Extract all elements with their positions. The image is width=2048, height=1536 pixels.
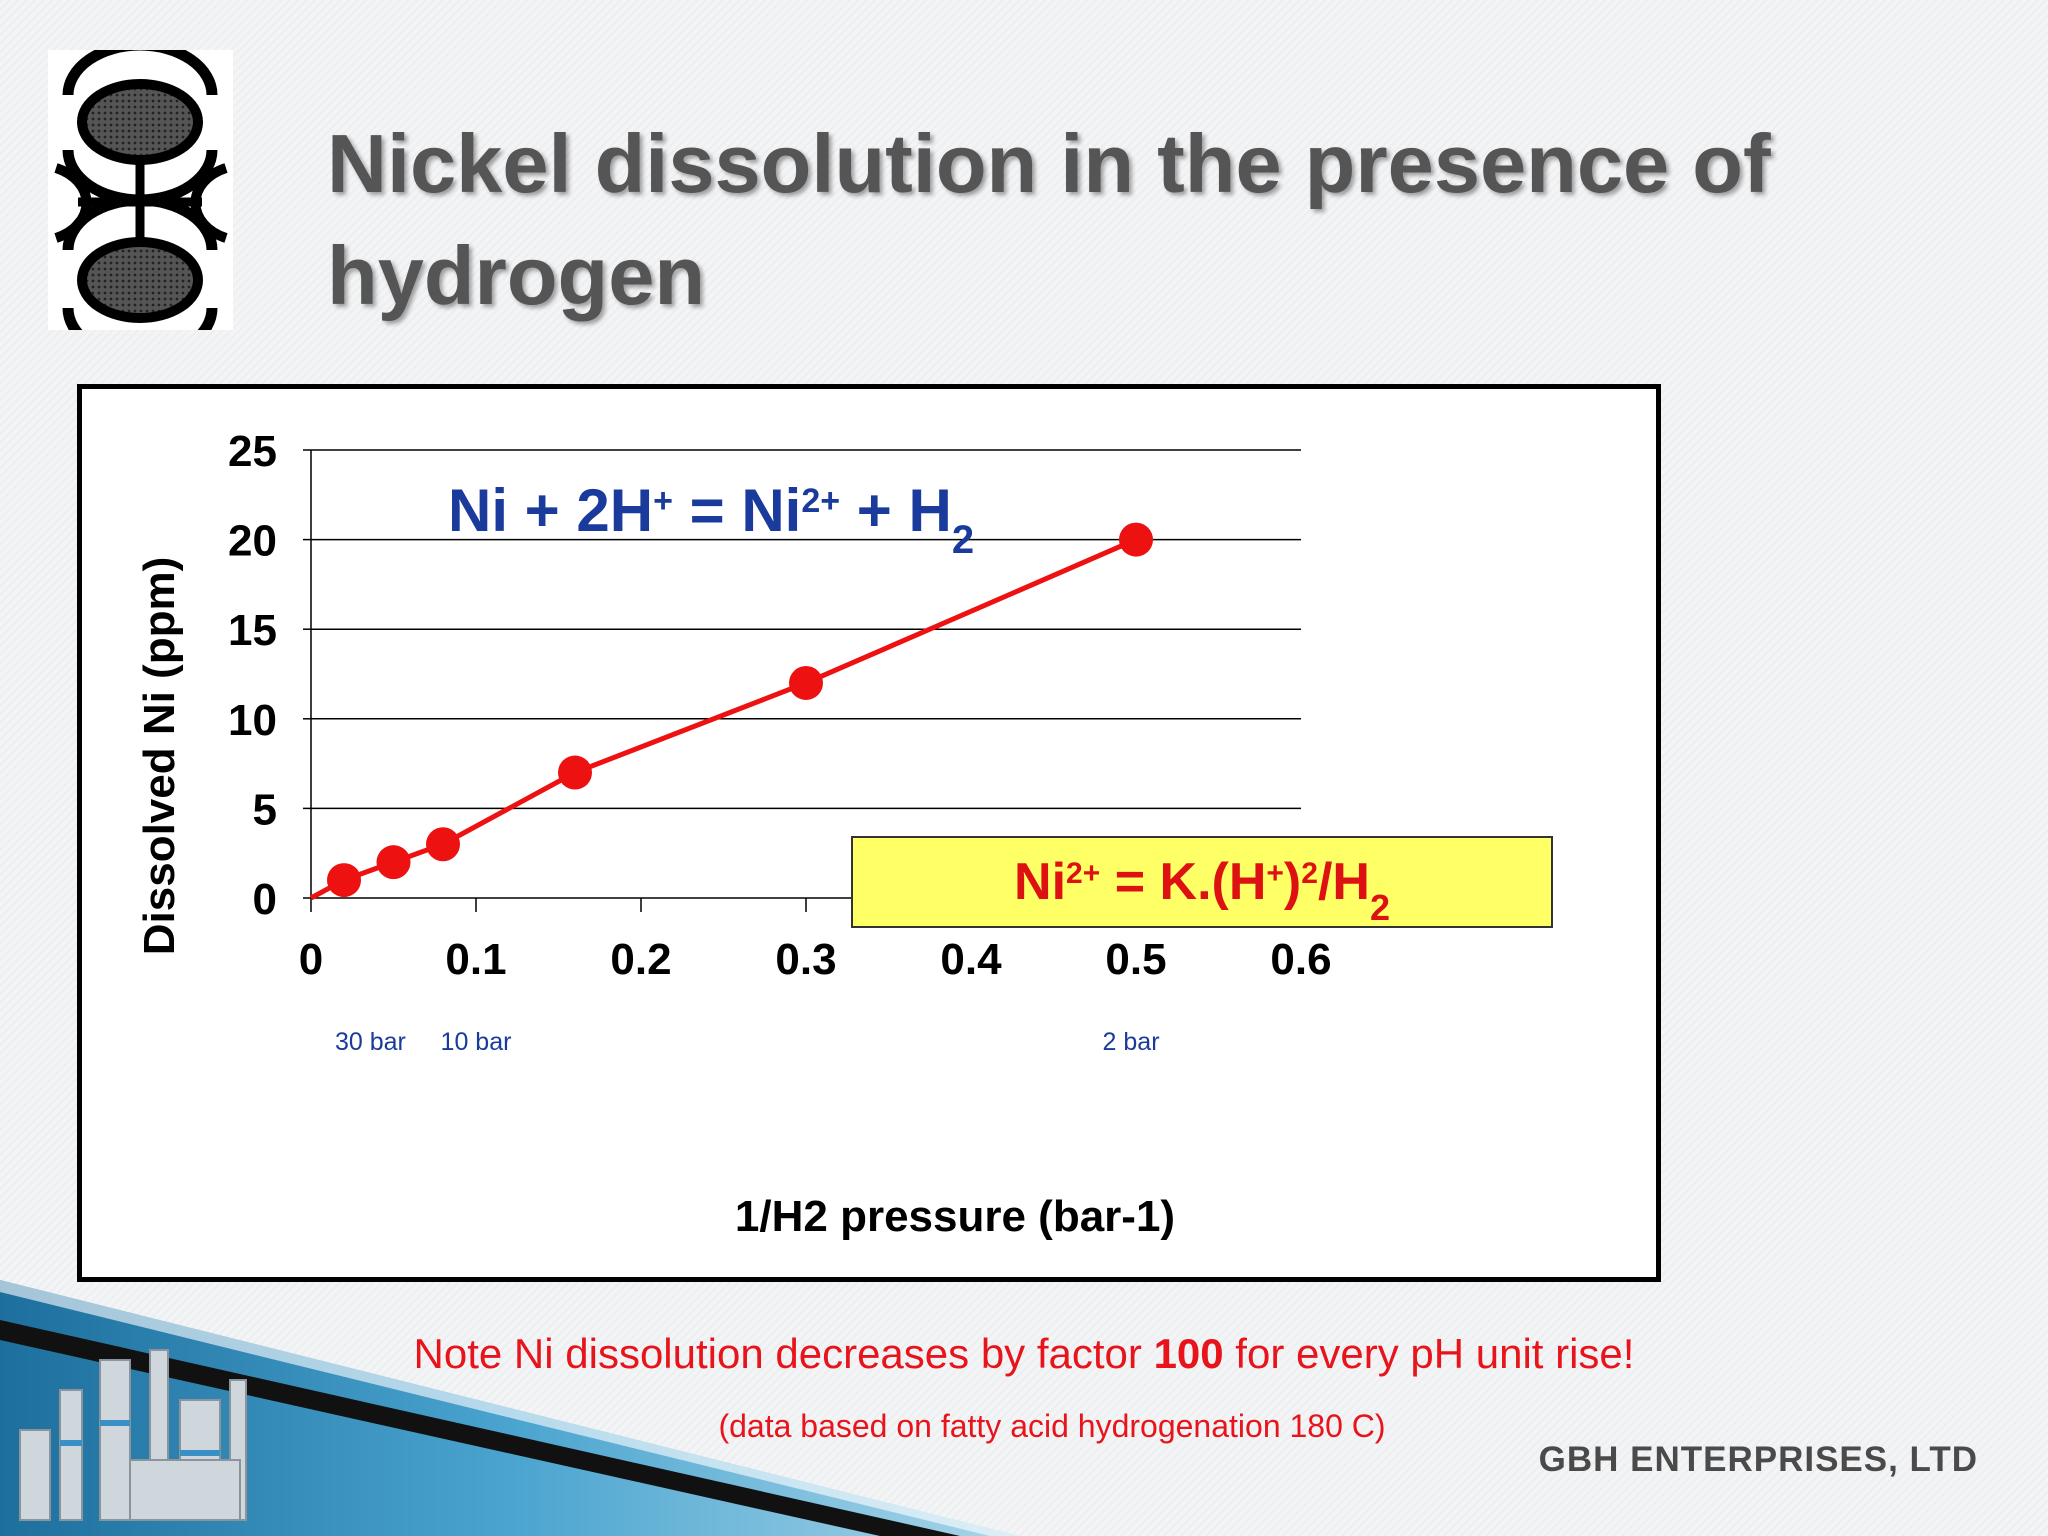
- x-axis-label: 1/H2 pressure (bar-1): [735, 1192, 1175, 1241]
- data-point: [558, 755, 592, 790]
- data-source-note: (data based on fatty acid hydrogenation …: [718, 1408, 1386, 1444]
- data-point: [426, 827, 460, 862]
- note-text: Note Ni dissolution decreases by factor …: [413, 1330, 1635, 1377]
- y-tick-label: 15: [228, 606, 277, 655]
- y-tick-label: 25: [228, 427, 277, 476]
- data-point: [376, 845, 411, 880]
- y-tick-label: 5: [253, 785, 277, 834]
- line-chart: 0 5 10 15 20 25 0 0.1 0.2 0.3 0.4 0.5 0.6 30 bar 10 ba…: [135, 427, 1553, 1241]
- x-tick-label: 0.3: [775, 935, 836, 984]
- reaction-equation: Ni + 2H+ = Ni2+ + H2: [448, 477, 974, 562]
- equilibrium-box: [851, 836, 1553, 928]
- industrial-plant-banner: [0, 1280, 1020, 1536]
- x-tick-label: 0.6: [1270, 935, 1331, 984]
- x-tick-label: 0.1: [445, 935, 506, 984]
- x-tick-label: 0: [299, 935, 323, 984]
- data-point: [1119, 522, 1153, 557]
- company-logo: [48, 39, 233, 364]
- data-point: [789, 665, 823, 700]
- y-tick-label: 20: [228, 517, 277, 566]
- pressure-label: 10 bar: [441, 1028, 512, 1056]
- data-point: [327, 863, 361, 898]
- y-tick-label: 0: [253, 875, 277, 924]
- pressure-label: 2 bar: [1103, 1028, 1160, 1056]
- pressure-label: 30 bar: [335, 1028, 406, 1056]
- chart-frame: 0 5 10 15 20 25 0 0.1 0.2 0.3 0.4 0.5 0.6 30 bar 10 ba…: [77, 384, 1661, 1282]
- slide-title: Nickel dissolution in the presence of hy…: [327, 117, 1771, 322]
- x-tick-label: 0.4: [940, 935, 1002, 984]
- y-tick-label: 10: [228, 696, 277, 745]
- y-axis-label: Dissolved Ni (ppm): [135, 557, 184, 956]
- x-tick-label: 0.2: [610, 935, 671, 984]
- x-tick-label: 0.5: [1105, 935, 1166, 984]
- company-name: GBH ENTERPRISES, LTD: [1538, 1440, 1978, 1479]
